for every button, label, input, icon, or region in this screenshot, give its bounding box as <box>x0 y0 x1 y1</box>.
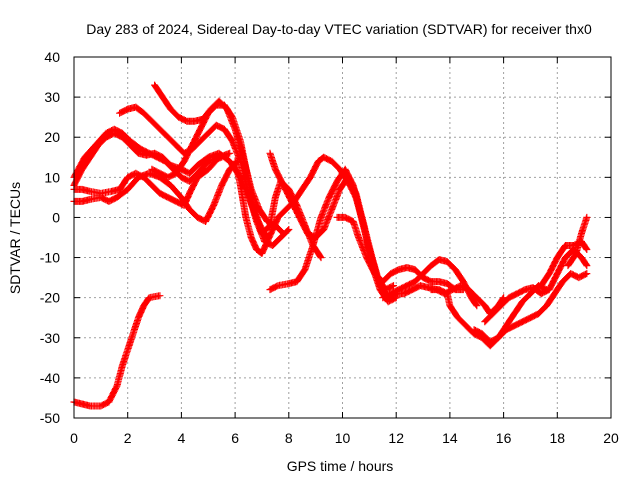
x-tick-label: 4 <box>178 430 186 446</box>
x-tick-label: 8 <box>285 430 293 446</box>
series-markers <box>70 292 164 410</box>
y-tick-label: 40 <box>44 49 60 65</box>
x-tick-label: 0 <box>70 430 78 446</box>
series-markers <box>564 213 591 270</box>
x-tick-label: 10 <box>335 430 351 446</box>
y-tick-label: -50 <box>40 410 60 426</box>
y-tick-label: -10 <box>40 250 60 266</box>
series-markers <box>333 213 467 294</box>
y-tick-label: 10 <box>44 169 60 185</box>
x-tick-label: 14 <box>442 430 458 446</box>
x-axis-label: GPS time / hours <box>287 458 394 474</box>
data-marks <box>70 81 591 410</box>
x-tick-label: 16 <box>496 430 512 446</box>
x-tick-label: 6 <box>231 430 239 446</box>
y-tick-label: -30 <box>40 330 60 346</box>
x-tick-label: 18 <box>550 430 566 446</box>
x-tick-labels: 0 2 4 6 8 10 12 14 16 18 20 <box>70 430 619 446</box>
series-arc-19 <box>564 213 591 270</box>
y-tick-label: -20 <box>40 290 60 306</box>
chart-title: Day 283 of 2024, Sidereal Day-to-day VTE… <box>86 21 592 37</box>
plot-frame <box>73 56 612 419</box>
series-arc-1 <box>70 292 164 410</box>
y-tick-label: 30 <box>44 89 60 105</box>
x-tick-label: 2 <box>124 430 132 446</box>
x-tick-label: 20 <box>603 430 619 446</box>
series-arc-12 <box>333 213 467 294</box>
y-tick-label: 20 <box>44 129 60 145</box>
y-tick-label: -40 <box>40 370 60 386</box>
y-tick-label: 0 <box>52 209 60 225</box>
series-arc-16 <box>470 270 591 346</box>
y-tick-labels: -50 -40 -30 -20 -10 0 10 20 30 40 <box>40 49 60 426</box>
y-axis-label: SDTVAR / TECUs <box>7 182 23 294</box>
series-markers <box>470 270 591 346</box>
x-tick-label: 12 <box>388 430 404 446</box>
grid <box>74 57 611 418</box>
